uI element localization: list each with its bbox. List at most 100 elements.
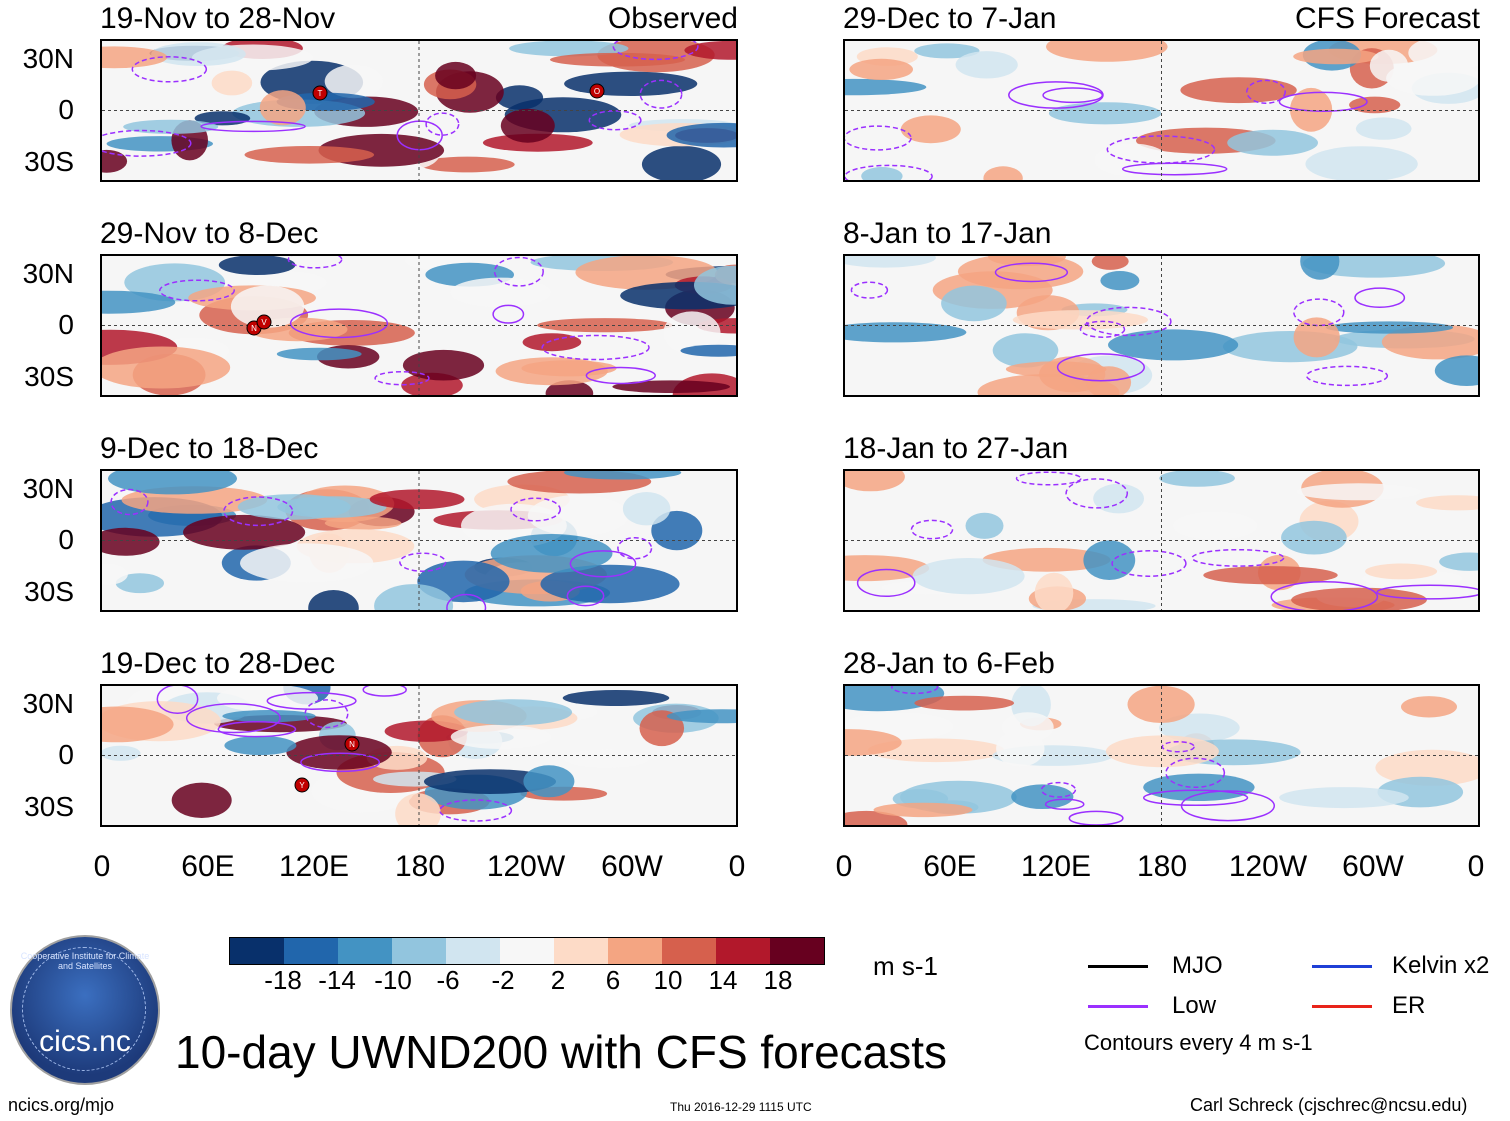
- panel-title-3: 9-Dec to 18-Dec: [100, 432, 319, 465]
- anomaly-blob: [527, 495, 629, 537]
- anomaly-blob: [259, 90, 306, 126]
- anomaly-blob: [522, 333, 582, 352]
- anomaly-blob: [1105, 735, 1219, 768]
- anomaly-blob: [1227, 129, 1318, 156]
- lon-label: 0: [1467, 850, 1485, 883]
- storm-marker: Y: [294, 777, 310, 793]
- legend-mjo-line: [1088, 965, 1148, 968]
- lon-label: 120E: [278, 850, 350, 883]
- anomaly-blob: [102, 149, 128, 173]
- anomaly-blob: [564, 471, 682, 480]
- wind-anomaly-field: [102, 471, 736, 610]
- footer-website-link[interactable]: ncics.org/mjo: [8, 1095, 115, 1115]
- anomaly-blob: [102, 290, 176, 314]
- anomaly-blob: [500, 108, 555, 143]
- low-contour: [446, 593, 487, 610]
- low-contour: [110, 488, 149, 516]
- low-contour: [396, 120, 443, 151]
- low-contour: [850, 281, 889, 299]
- map-panel-5: [843, 39, 1480, 182]
- anomaly-blob: [230, 285, 305, 328]
- anomaly-blob: [564, 749, 650, 769]
- colorbar-tick: -14: [318, 965, 356, 995]
- colorbar-swatch: [716, 938, 770, 964]
- lon-label: 0: [728, 850, 746, 883]
- anomaly-blob: [450, 277, 552, 308]
- anomaly-blob: [666, 709, 736, 724]
- anomaly-blob: [1100, 271, 1140, 291]
- logo-text: cics.nc: [39, 1025, 131, 1058]
- anomaly-blob: [171, 782, 232, 818]
- anomaly-blob: [244, 146, 375, 164]
- anomaly-blob: [873, 802, 973, 818]
- lon-label: 180: [1136, 850, 1188, 883]
- lon-label: 60W: [601, 850, 663, 883]
- anomaly-blob: [1325, 321, 1454, 334]
- svg-text:N: N: [251, 324, 257, 333]
- anomaly-blob: [1291, 587, 1427, 610]
- anomaly-blob: [151, 42, 246, 66]
- svg-text:O: O: [594, 87, 600, 96]
- anomaly-blob: [1012, 310, 1148, 330]
- lon-label: 60E: [181, 850, 235, 883]
- anomaly-blob: [374, 584, 454, 610]
- low-contour: [1044, 798, 1085, 811]
- legend-mjo-label: MJO: [1172, 952, 1223, 979]
- low-contour: [1293, 298, 1345, 327]
- colorbar-tick: -6: [436, 965, 460, 995]
- low-contour: [266, 691, 357, 710]
- low-contour: [287, 256, 343, 269]
- low-contour: [1246, 79, 1286, 104]
- map-panel-6: [843, 254, 1480, 397]
- colorbar: [229, 937, 825, 965]
- panel-label-observed: Observed: [607, 2, 738, 35]
- anomaly-blob: [845, 471, 905, 492]
- colorbar-swatch: [338, 938, 392, 964]
- panel-title-6: 8-Jan to 17-Jan: [843, 217, 1052, 250]
- anomaly-blob: [1005, 361, 1107, 377]
- colorbar-swatch: [284, 938, 338, 964]
- anomaly-blob: [983, 166, 1023, 180]
- anomaly-blob: [402, 349, 485, 381]
- colorbar-swatch: [608, 938, 662, 964]
- anomaly-blob: [1203, 566, 1338, 585]
- anomaly-blob: [1305, 146, 1418, 180]
- anomaly-blob: [1401, 696, 1457, 718]
- anomaly-blob: [1108, 329, 1239, 361]
- low-contour: [1161, 740, 1195, 753]
- anomaly-blob: [941, 285, 1007, 322]
- low-contour: [1376, 584, 1478, 600]
- anomaly-blob: [1408, 41, 1478, 71]
- colorbar-tick: 2: [550, 965, 566, 995]
- lon-label: 120W: [1228, 850, 1308, 883]
- anomaly-blob: [1172, 511, 1258, 540]
- storm-marker: V: [256, 314, 272, 330]
- panel-title-5: 29-Dec to 7-Jan: [843, 2, 1057, 35]
- anomaly-blob: [912, 558, 1025, 595]
- anomaly-blob: [1091, 256, 1129, 270]
- anomaly-blob: [240, 543, 374, 583]
- storm-marker: O: [589, 83, 605, 99]
- anomaly-blob: [914, 695, 1014, 711]
- low-contour: [1079, 320, 1126, 338]
- map-panel-8: [843, 684, 1480, 827]
- lon-label: 0: [93, 850, 111, 883]
- anomaly-blob: [867, 738, 1005, 763]
- low-contour: [223, 496, 294, 527]
- anomaly-blob: [1290, 87, 1333, 132]
- anomaly-blob: [1093, 483, 1144, 514]
- low-contour: [1180, 790, 1276, 822]
- anomaly-blob: [1180, 77, 1297, 104]
- lat-label-30n: 30N: [22, 473, 74, 504]
- anomaly-blob: [115, 573, 164, 594]
- svg-text:N: N: [349, 740, 355, 749]
- anomaly-blob: [523, 765, 575, 798]
- colorbar-tick: 14: [708, 965, 738, 995]
- anomaly-blob: [900, 115, 961, 144]
- anomaly-blob: [1083, 540, 1136, 580]
- anomaly-blob: [1365, 563, 1438, 580]
- anomaly-blob: [1293, 48, 1379, 65]
- panel-title-4: 19-Dec to 28-Dec: [100, 647, 336, 680]
- low-contour: [994, 262, 1069, 283]
- low-contour: [217, 721, 297, 738]
